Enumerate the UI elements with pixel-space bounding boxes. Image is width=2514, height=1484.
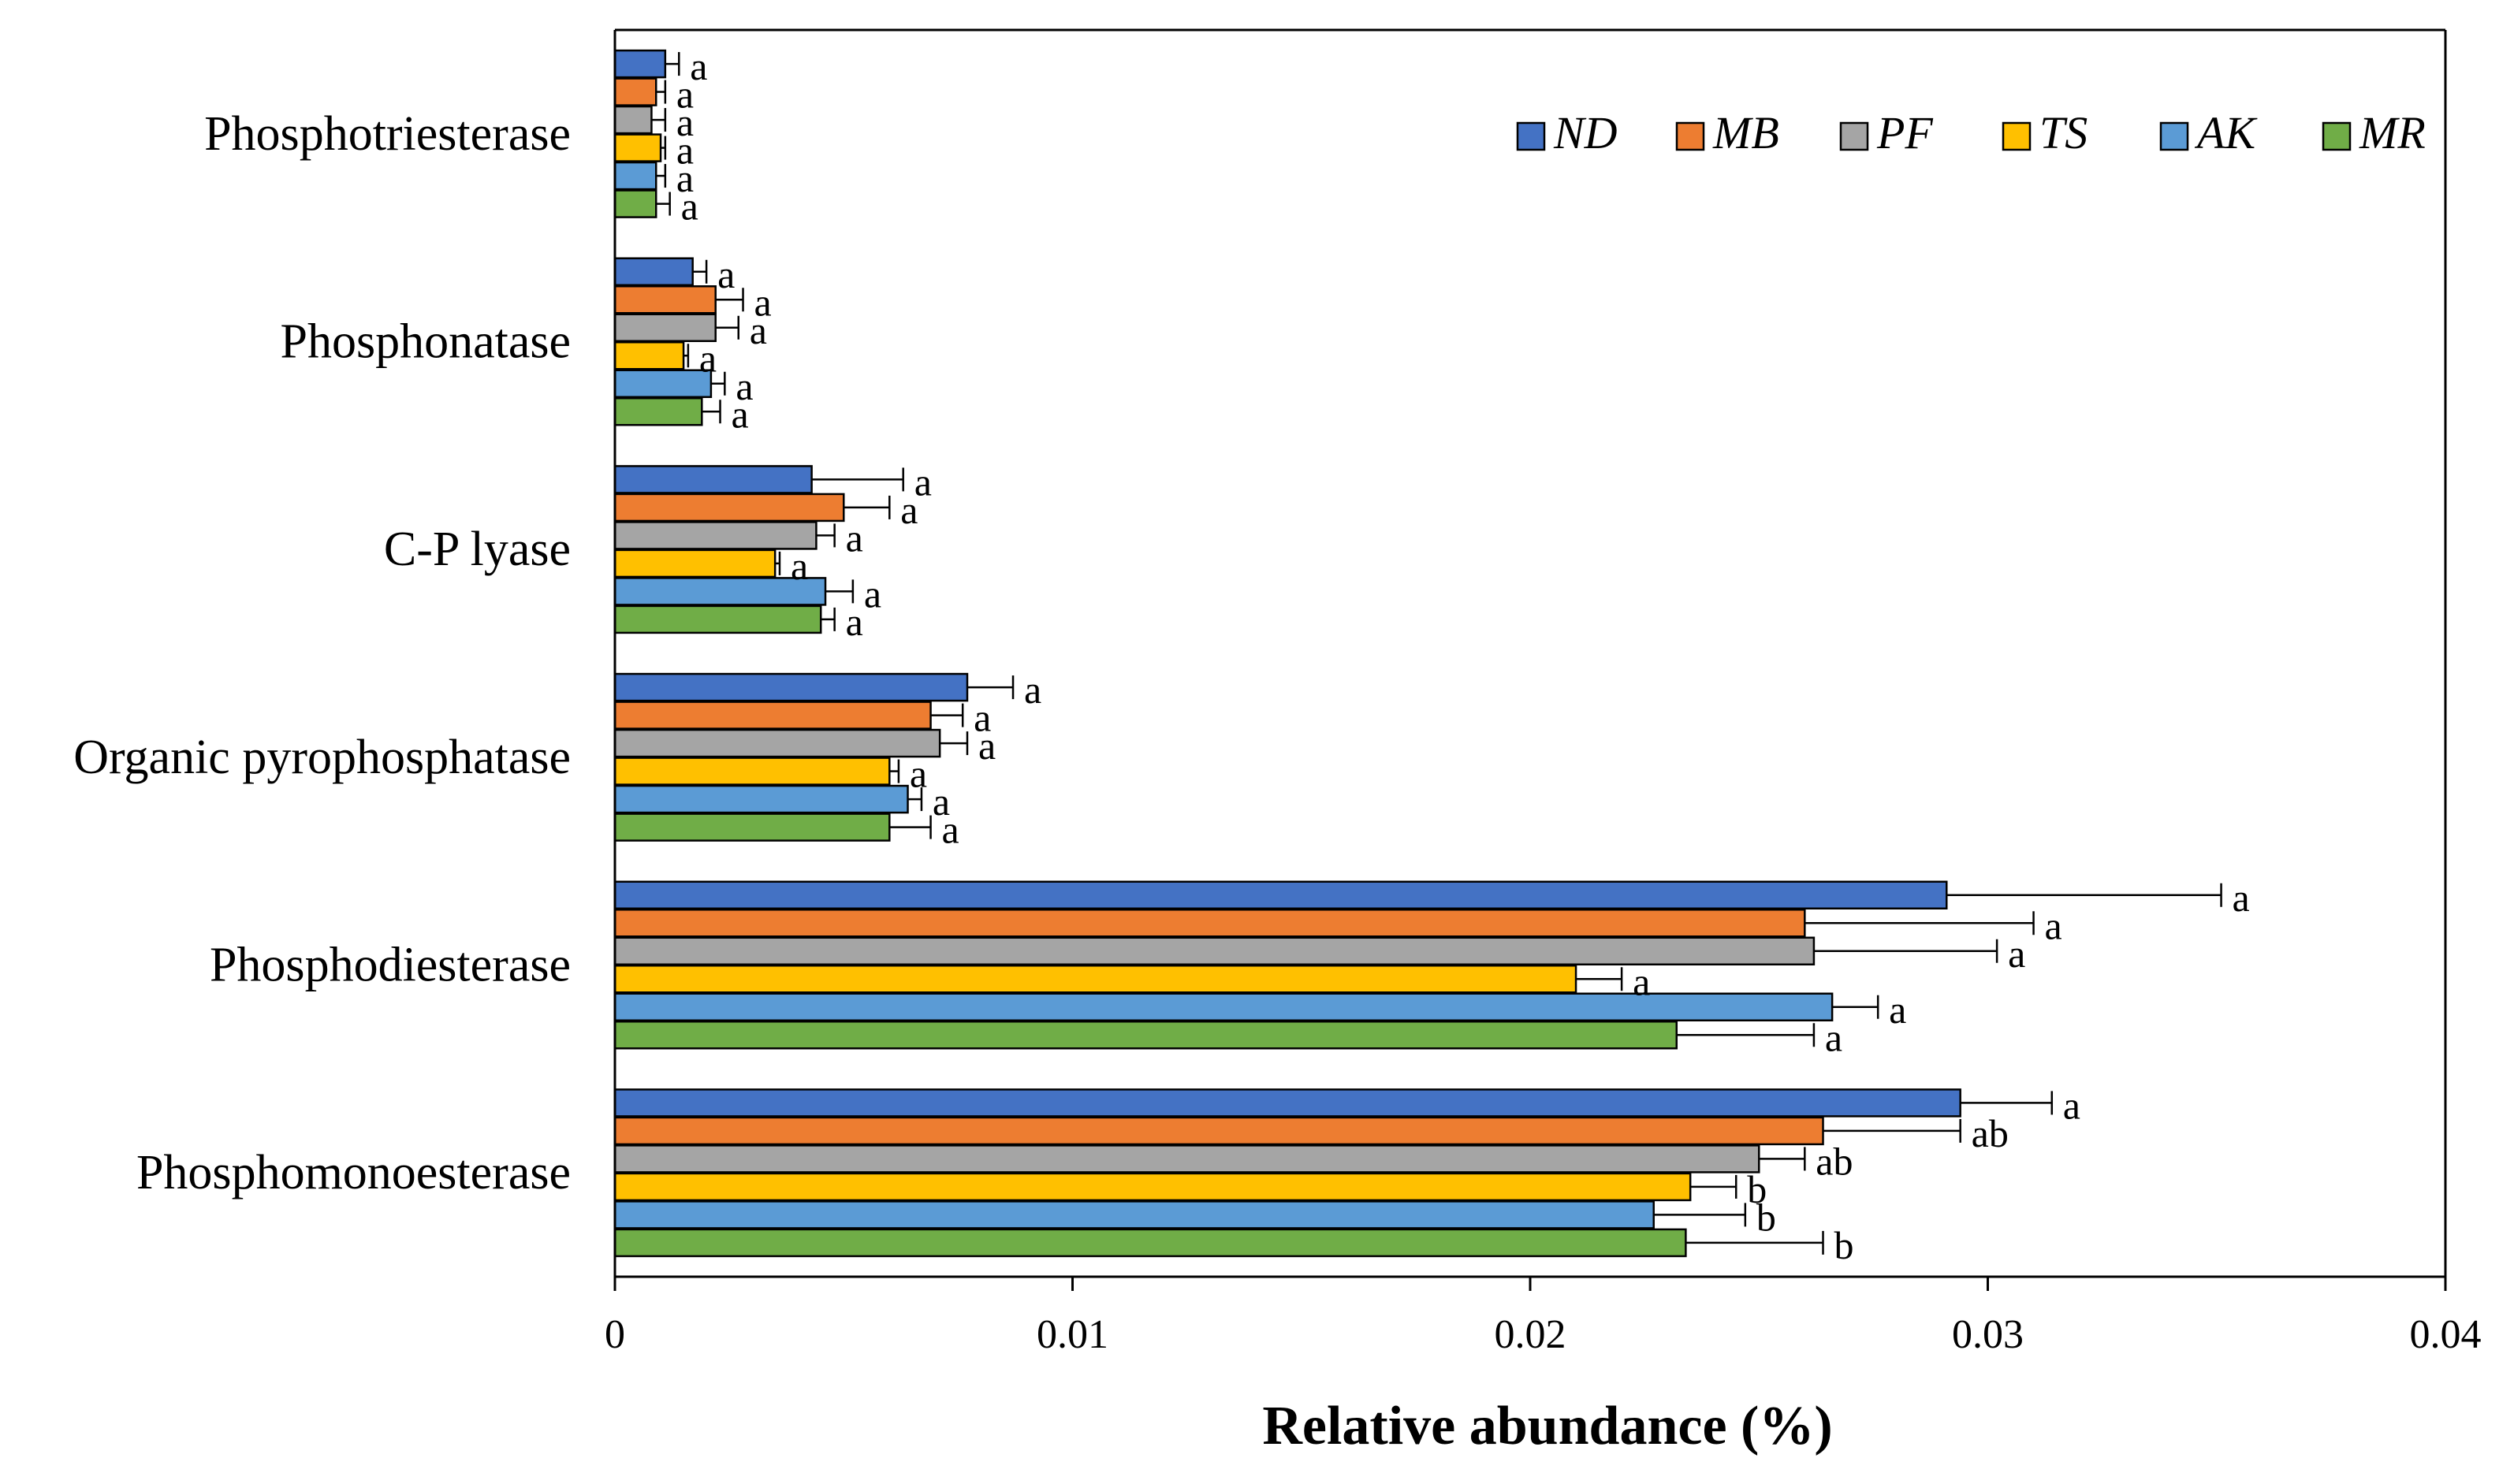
- sig-label-mb-phosphonatase: a: [754, 280, 772, 324]
- sig-label-mr-phosphodiesterase: a: [1825, 1015, 1842, 1059]
- sig-label-ts-phosphotriesterase: a: [676, 128, 694, 173]
- bar-mb-phosphotriesterase: [613, 77, 657, 106]
- axes-layer: [613, 28, 2447, 1291]
- sig-label-mb-phosphotriesterase: a: [676, 73, 694, 117]
- legend-label-ts: TS: [2039, 107, 2088, 158]
- bar-nd-phosphotriesterase: [613, 49, 667, 79]
- bar-mr-phosphodiesterase: [613, 1021, 1678, 1050]
- x-axis-title: Relative abundance (%): [1262, 1396, 1832, 1456]
- bar-pf-organic-pyrophosphatase: [613, 728, 941, 758]
- sig-label-mb-phosphodiesterase: a: [2045, 903, 2062, 947]
- bar-ts-phosphomonoesterase: [613, 1172, 1692, 1202]
- bars-layer: [613, 49, 2222, 1258]
- bar-pf-phosphonatase: [613, 313, 717, 342]
- sig-label-nd-organic-pyrophosphatase: a: [1024, 668, 1041, 712]
- bar-ak-phosphonatase: [613, 369, 713, 398]
- bar-ak-organic-pyrophosphatase: [613, 784, 909, 814]
- category-label-phosphodiesterase: Phosphodiesterase: [210, 939, 571, 992]
- sig-label-mb-organic-pyrophosphatase: a: [974, 696, 991, 740]
- sig-label-pf-phosphonatase: a: [750, 308, 767, 352]
- sig-label-pf-phosphomonoesterase: ab: [1816, 1139, 1853, 1183]
- bar-mb-c-p-lyase: [613, 493, 845, 523]
- category-label-c-p-lyase: C-P lyase: [384, 523, 571, 576]
- bar-mb-phosphodiesterase: [613, 909, 1806, 938]
- bar-mb-phosphonatase: [613, 285, 717, 314]
- bar-nd-phosphodiesterase: [613, 880, 1948, 909]
- sig-label-nd-phosphonatase: a: [717, 252, 735, 296]
- legend-swatch-mb: [1675, 121, 1705, 151]
- bar-ts-phosphodiesterase: [613, 965, 1577, 994]
- x-tick-label-1: 0.01: [1037, 1312, 1108, 1357]
- x-tick-label-3: 0.03: [1952, 1312, 2024, 1357]
- legend-label-mr: MR: [2359, 107, 2426, 158]
- bar-ts-organic-pyrophosphatase: [613, 757, 891, 786]
- bar-ak-c-p-lyase: [613, 577, 827, 606]
- bar-mr-organic-pyrophosphatase: [613, 813, 891, 842]
- sig-label-pf-phosphotriesterase: a: [676, 100, 694, 144]
- sig-label-ts-phosphomonoesterase: b: [1747, 1167, 1767, 1211]
- sig-label-mb-phosphomonoesterase: ab: [1972, 1111, 2009, 1155]
- bar-nd-c-p-lyase: [613, 465, 813, 494]
- sig-label-pf-phosphodiesterase: a: [2008, 932, 2025, 976]
- bar-mr-phosphotriesterase: [613, 189, 657, 218]
- sig-label-mr-phosphomonoesterase: b: [1834, 1223, 1854, 1267]
- sig-label-ak-phosphodiesterase: a: [1889, 987, 1906, 1032]
- sig-label-nd-phosphotriesterase: a: [690, 44, 707, 88]
- sig-label-ak-phosphonatase: a: [736, 364, 753, 408]
- bar-mb-organic-pyrophosphatase: [613, 701, 932, 730]
- legend-swatch-pf: [1839, 121, 1869, 151]
- category-label-phosphonatase: Phosphonatase: [280, 315, 571, 369]
- bar-nd-phosphonatase: [613, 257, 694, 286]
- legend-label-mb: MB: [1712, 107, 1779, 158]
- bar-ak-phosphomonoesterase: [613, 1200, 1655, 1229]
- bar-nd-phosphomonoesterase: [613, 1088, 1961, 1118]
- bar-ak-phosphotriesterase: [613, 161, 657, 191]
- bar-ts-phosphonatase: [613, 341, 685, 370]
- sig-label-nd-phosphomonoesterase: a: [2063, 1083, 2080, 1127]
- labels-layer: PhosphotriesteraseaaaaaaPhosphonataseaaa…: [73, 44, 2481, 1357]
- sig-label-nd-phosphodiesterase: a: [2233, 876, 2250, 920]
- sig-label-ak-phosphotriesterase: a: [676, 156, 694, 200]
- legend-swatch-ak: [2159, 121, 2189, 151]
- sig-label-ts-phosphodiesterase: a: [1633, 959, 1650, 1003]
- sig-label-pf-organic-pyrophosphatase: a: [978, 723, 996, 768]
- sig-label-mr-phosphotriesterase: a: [681, 184, 698, 229]
- bar-pf-c-p-lyase: [613, 521, 818, 550]
- legend-label-ak: AK: [2194, 107, 2258, 158]
- legend-swatch-mr: [2322, 121, 2352, 151]
- legend-swatch-ts: [2002, 121, 2032, 151]
- x-tick-label-2: 0.02: [1495, 1312, 1566, 1357]
- sig-label-ak-organic-pyrophosphatase: a: [933, 779, 950, 824]
- x-tick-label-4: 0.04: [2410, 1312, 2482, 1357]
- sig-label-ts-phosphonatase: a: [699, 336, 717, 380]
- legend-label-nd: ND: [1553, 107, 1618, 158]
- bar-mr-phosphonatase: [613, 397, 703, 426]
- bar-ts-phosphotriesterase: [613, 133, 662, 162]
- category-label-phosphomonoesterase: Phosphomonoesterase: [136, 1146, 571, 1199]
- x-tick-label-0: 0: [605, 1312, 625, 1357]
- bar-mr-phosphomonoesterase: [613, 1228, 1687, 1258]
- sig-label-ts-c-p-lyase: a: [791, 544, 808, 588]
- bar-nd-organic-pyrophosphatase: [613, 672, 969, 702]
- legend-swatch-nd: [1516, 121, 1546, 151]
- bar-pf-phosphotriesterase: [613, 105, 653, 135]
- sig-label-mr-organic-pyrophosphatase: a: [942, 808, 959, 852]
- sig-label-nd-c-p-lyase: a: [914, 459, 932, 504]
- sig-label-mr-phosphonatase: a: [732, 392, 749, 436]
- legend-label-pf: PF: [1876, 107, 1933, 158]
- category-label-organic-pyrophosphatase: Organic pyrophosphatase: [73, 731, 571, 784]
- bar-mb-phosphomonoesterase: [613, 1116, 1824, 1146]
- sig-label-ak-c-p-lyase: a: [864, 571, 881, 616]
- sig-label-mr-c-p-lyase: a: [846, 600, 863, 644]
- bar-mr-c-p-lyase: [613, 604, 822, 634]
- bar-ts-c-p-lyase: [613, 549, 777, 578]
- sig-label-ts-organic-pyrophosphatase: a: [910, 752, 927, 796]
- sig-label-ak-phosphomonoesterase: b: [1756, 1195, 1776, 1239]
- sig-label-mb-c-p-lyase: a: [900, 488, 918, 532]
- category-label-phosphotriesterase: Phosphotriesterase: [204, 107, 571, 161]
- legend: ND MB PF TS AK MR: [1516, 107, 2426, 158]
- bar-pf-phosphomonoesterase: [613, 1144, 1760, 1173]
- sig-label-pf-c-p-lyase: a: [846, 515, 863, 560]
